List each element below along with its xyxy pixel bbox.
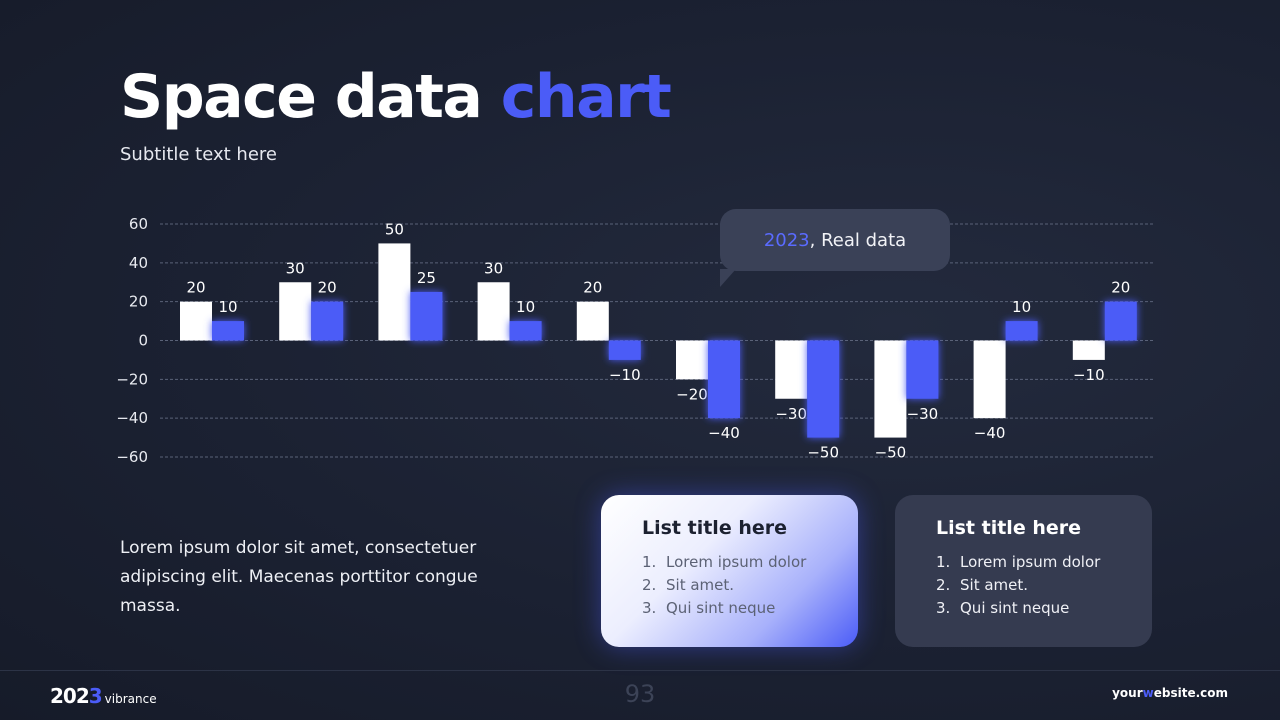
title-accent: chart <box>500 62 672 132</box>
bar-white-series <box>576 301 609 341</box>
list-item-text: Lorem ipsum dolor <box>666 553 807 571</box>
y-tick-label: −60 <box>116 448 148 466</box>
bar-white-series <box>874 340 907 438</box>
bar-blue-series <box>311 301 344 341</box>
bar-white-series <box>973 340 1006 419</box>
list-item: 3. Qui sint neque <box>936 597 1152 620</box>
bar-white-series <box>378 243 411 341</box>
data-label: −30 <box>907 405 939 423</box>
y-tick-label: −40 <box>116 409 148 427</box>
data-label: −50 <box>875 444 907 462</box>
data-label: 30 <box>484 259 503 277</box>
list-card-light: List title here 1. Lorem ipsum dolor 2. Si… <box>601 495 858 647</box>
bar-blue-series <box>509 321 542 341</box>
bar-blue-series <box>807 340 840 438</box>
list-card-dark: List title here 1. Lorem ipsum dolor 2. Si… <box>895 495 1152 647</box>
list-item-number: 3. <box>936 599 951 617</box>
list-item-number: 3. <box>642 599 657 617</box>
title-main: Space data <box>120 62 501 132</box>
data-label: 50 <box>385 220 404 238</box>
bar-blue-series <box>608 340 641 360</box>
bar-blue-series <box>1005 321 1038 341</box>
data-label: −20 <box>676 385 708 403</box>
data-label: 10 <box>516 298 535 316</box>
data-label: −10 <box>1073 366 1105 384</box>
website-part-accent: w <box>1142 686 1154 700</box>
data-label: −40 <box>708 424 740 442</box>
data-label: 30 <box>286 259 305 277</box>
y-tick-label: −20 <box>116 370 148 388</box>
bar-blue-series <box>410 291 443 341</box>
card-title: List title here <box>642 517 787 539</box>
card-list: 1. Lorem ipsum dolor 2. Sit amet. 3. Qui si… <box>936 551 1152 620</box>
bar-white-series <box>676 340 708 380</box>
data-label: −50 <box>807 444 839 462</box>
y-tick-label: 20 <box>129 293 148 311</box>
y-tick-label: 0 <box>138 332 148 350</box>
data-label: 20 <box>186 279 205 297</box>
page-number: 93 <box>624 680 656 708</box>
bar-blue-series <box>212 321 244 341</box>
body-text: Lorem ipsum dolor sit amet, consectetuer… <box>120 538 478 616</box>
list-item: 3. Qui sint neque <box>642 597 858 620</box>
website-part: ebsite.com <box>1153 686 1228 700</box>
y-tick-label: 60 <box>129 215 148 233</box>
list-item: 1. Lorem ipsum dolor <box>642 551 858 574</box>
list-item-text: Qui sint neque <box>960 599 1070 617</box>
bar-blue-series <box>708 340 740 419</box>
list-item: 1. Lorem ipsum dolor <box>936 551 1152 574</box>
data-label: −30 <box>775 405 807 423</box>
website-link[interactable]: yourwebsite.com <box>1112 686 1228 700</box>
bar-white-series <box>1072 340 1105 360</box>
data-label: 10 <box>218 298 237 316</box>
data-label: −10 <box>609 366 641 384</box>
data-label: 25 <box>417 269 436 287</box>
list-item-text: Qui sint neque <box>666 599 776 617</box>
y-tick-label: 40 <box>129 254 148 272</box>
list-item: 2. Sit amet. <box>642 574 858 597</box>
card-list: 1. Lorem ipsum dolor 2. Sit amet. 3. Qui si… <box>642 551 858 620</box>
footer-divider <box>0 670 1280 671</box>
list-item-text: Sit amet. <box>666 576 735 594</box>
bar-white-series <box>180 301 212 341</box>
slide-title: Space data chart <box>120 62 672 132</box>
bar-white-series <box>477 282 510 341</box>
list-item-number: 2. <box>642 576 657 594</box>
bar-white-series <box>775 340 808 399</box>
callout-year: 2023 <box>763 229 810 251</box>
website-part: your <box>1112 686 1143 700</box>
data-label: 10 <box>1012 298 1031 316</box>
brand-year: 202 <box>50 684 90 708</box>
list-item-number: 1. <box>642 553 657 571</box>
brand-year-accent: 3 <box>88 684 103 708</box>
bar-chart: 60 40 20 0 −20 −40 −60 20 30 50 30 20 −20 −30 −50 −40 −1… <box>116 215 1153 466</box>
data-label: 20 <box>583 279 602 297</box>
data-label: −40 <box>974 424 1006 442</box>
callout-bubble: 2023, Real data <box>720 209 950 287</box>
brand-name: vibrance <box>104 692 157 706</box>
callout-text: , Real data <box>809 229 907 251</box>
brand-logo: 202 3 vibrance <box>50 684 157 708</box>
list-item-number: 1. <box>936 553 951 571</box>
data-label: 20 <box>318 279 337 297</box>
bar-blue-series <box>1104 301 1137 341</box>
data-label: 20 <box>1111 279 1130 297</box>
bar-white-series <box>279 282 312 341</box>
slide-subtitle: Subtitle text here <box>120 144 277 165</box>
list-item-number: 2. <box>936 576 951 594</box>
list-item: 2. Sit amet. <box>936 574 1152 597</box>
list-item-text: Sit amet. <box>960 576 1029 594</box>
list-item-text: Lorem ipsum dolor <box>960 553 1101 571</box>
bar-blue-series <box>906 340 939 399</box>
card-title: List title here <box>936 517 1081 539</box>
